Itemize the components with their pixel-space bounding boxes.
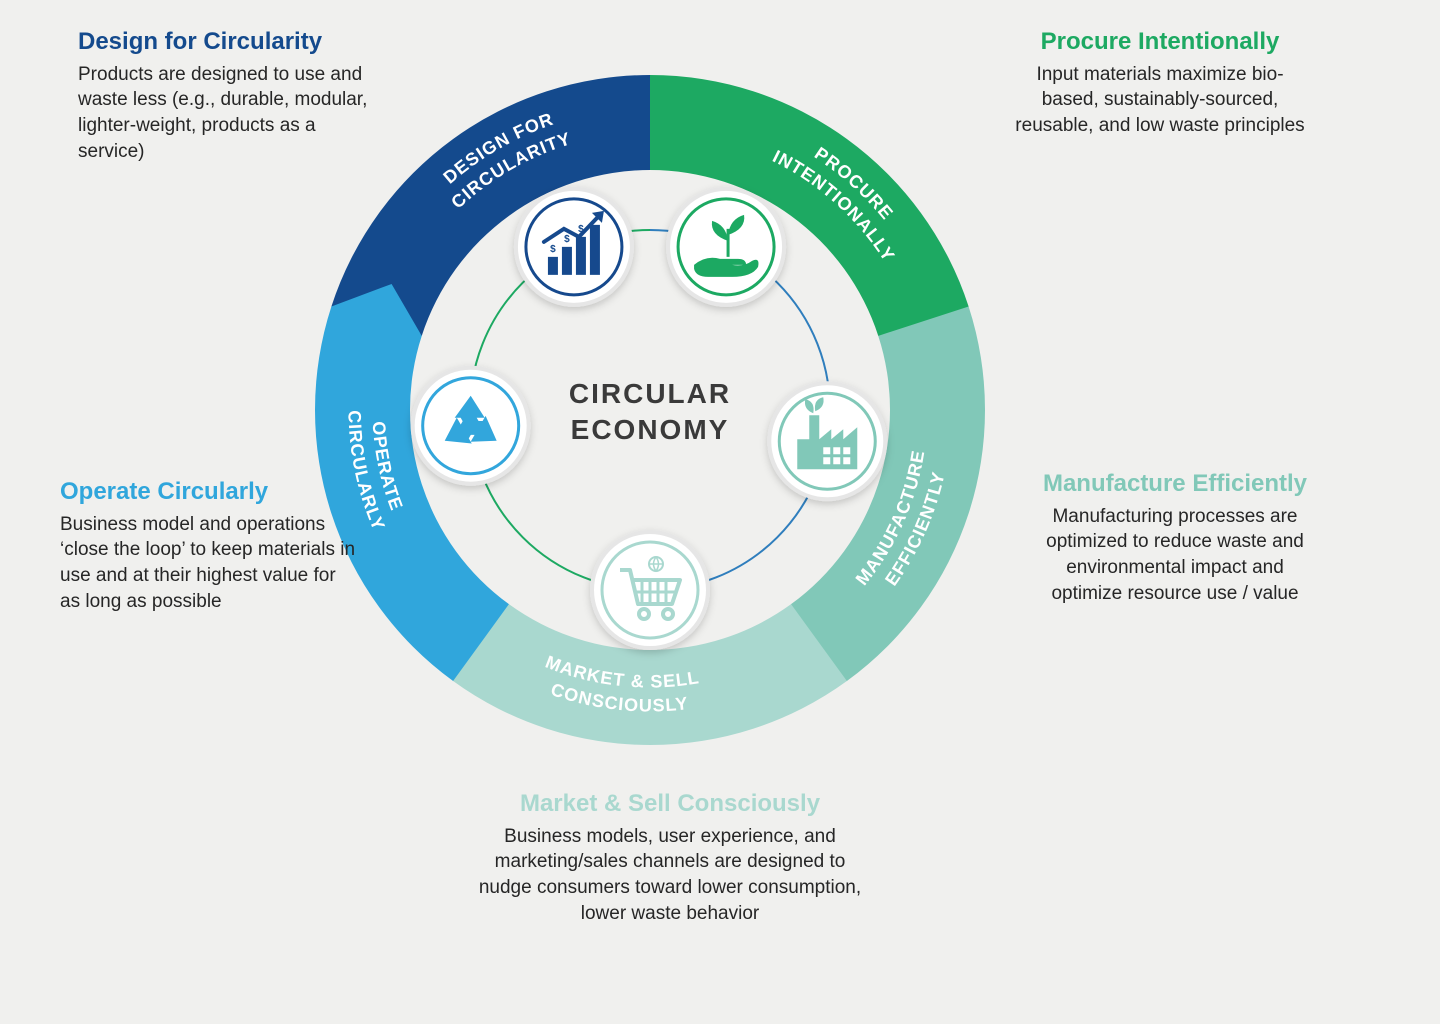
callout-title: Procure Intentionally (1010, 28, 1310, 56)
callout-desc: Business models, user experience, and ma… (470, 824, 870, 927)
badge-operate (413, 368, 529, 484)
bar-icon (548, 257, 558, 275)
badge-manufacture (769, 383, 885, 499)
svg-text:$: $ (564, 234, 570, 245)
bar-icon (576, 237, 586, 275)
callout-desc: Input materials maximize bio-based, sust… (1010, 62, 1310, 139)
svg-text:$: $ (550, 244, 556, 255)
badge-design: $$$ (516, 189, 632, 305)
callout-desc: Products are designed to use and waste l… (78, 62, 378, 165)
callout-market: Market & Sell Consciously Business model… (470, 790, 870, 926)
callout-title: Manufacture Efficiently (1030, 470, 1320, 498)
bar-icon (590, 225, 600, 275)
callout-title: Market & Sell Consciously (470, 790, 870, 818)
callout-title: Operate Circularly (60, 478, 360, 506)
badge-procure (668, 189, 784, 305)
badge-market (592, 532, 708, 648)
center-line2: ECONOMY (571, 414, 730, 445)
callout-design: Design for Circularity Products are desi… (78, 28, 378, 164)
center-line1: CIRCULAR (569, 378, 731, 409)
bar-icon (562, 247, 572, 275)
callout-desc: Business model and operations ‘close the… (60, 512, 360, 615)
callout-procure: Procure Intentionally Input materials ma… (1010, 28, 1310, 139)
callout-manufacture: Manufacture Efficiently Manufacturing pr… (1030, 470, 1320, 606)
circular-economy-diagram: DESIGN FORCIRCULARITYPROCUREINTENTIONALL… (0, 0, 1440, 1024)
callout-desc: Manufacturing processes are optimized to… (1030, 504, 1320, 607)
callout-title: Design for Circularity (78, 28, 378, 56)
center-title: CIRCULAR ECONOMY (520, 376, 780, 449)
callout-operate: Operate Circularly Business model and op… (60, 478, 360, 614)
